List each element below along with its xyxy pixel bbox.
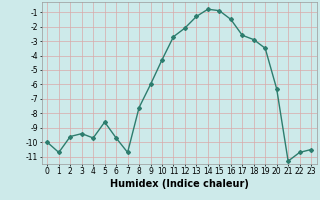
X-axis label: Humidex (Indice chaleur): Humidex (Indice chaleur) — [110, 179, 249, 189]
